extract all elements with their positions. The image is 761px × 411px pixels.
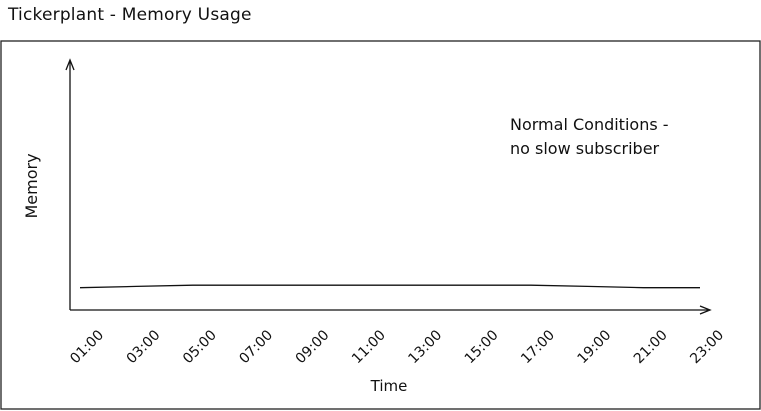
y-axis-label: Memory [22, 153, 41, 218]
chart-title: Tickerplant - Memory Usage [8, 5, 252, 25]
x-axis-arrow [699, 305, 712, 315]
x-tick-label: 23:00 [687, 327, 727, 367]
annotation-line-2: no slow subscriber [510, 139, 660, 158]
x-tick-label: 13:00 [405, 327, 445, 367]
x-tick-label: 07:00 [236, 327, 276, 367]
x-tick-label: 11:00 [349, 327, 389, 367]
x-axis-label: Time [370, 377, 408, 395]
y-axis-arrow [65, 58, 75, 71]
memory-series-line [79, 284, 700, 289]
x-tick-label: 01:00 [67, 327, 107, 367]
x-tick-labels: 01:00 03:00 05:00 07:00 09:00 11:00 13:00 15:00… [67, 327, 727, 367]
annotation-line-1: Normal Conditions - [510, 115, 669, 134]
x-tick-label: 21:00 [631, 327, 671, 367]
x-tick-label: 19:00 [575, 327, 615, 367]
chart-frame [0, 40, 761, 410]
x-tick-label: 17:00 [518, 327, 558, 367]
x-tick-label: 05:00 [180, 327, 220, 367]
x-tick-label: 15:00 [462, 327, 502, 367]
x-tick-label: 09:00 [293, 327, 333, 367]
x-tick-label: 03:00 [124, 327, 164, 367]
